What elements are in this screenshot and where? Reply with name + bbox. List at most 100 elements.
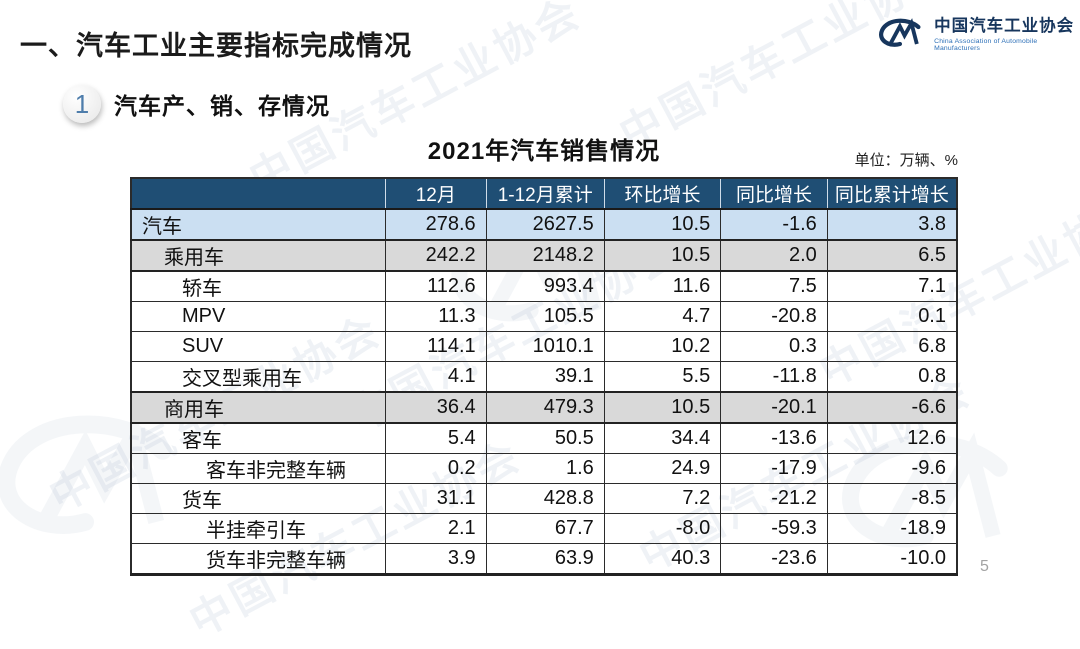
row-label: 汽车 [131,208,386,241]
table-cell: 2148.2 [485,239,605,272]
table-cell: 3.9 [384,543,487,575]
column-header: 12月 [384,178,487,210]
table-cell: 3.8 [826,208,957,241]
column-header: 环比增长 [603,178,721,210]
table-cell: 10.5 [603,239,721,272]
table-cell: -11.8 [720,361,828,393]
table-row: 客车非完整车辆 0.2 1.6 24.9 -17.9 -9.6 [131,453,957,484]
table-cell: 428.8 [485,483,605,514]
table-row: 半挂牵引车 2.1 67.7 -8.0 -59.3 -18.9 [131,513,957,544]
row-label: 货车非完整车辆 [131,543,386,575]
table-cell: 1.6 [485,453,605,484]
org-name-cn: 中国汽车工业协会 [934,17,1075,35]
table-cell: 31.1 [384,483,487,514]
caam-logo-icon [879,18,921,47]
org-name-en: China Association of Automobile Manufact… [934,37,1038,52]
row-label: 客车 [131,422,386,454]
table-cell: 24.9 [603,453,721,484]
table-cell: 479.3 [485,391,605,424]
table-cell: 993.4 [485,270,605,302]
table-cell: -10.0 [826,543,957,575]
table-cell: 105.5 [485,301,605,332]
table-cell: 10.5 [603,208,721,241]
table-row: 货车非完整车辆 3.9 63.9 40.3 -23.6 -10.0 [131,543,957,575]
table-cell: 5.5 [603,361,721,393]
table-cell: 0.1 [826,301,957,332]
table-cell: -17.9 [720,453,828,484]
row-label: 乘用车 [131,239,386,272]
table-cell: 2.0 [720,239,828,272]
table-cell: 242.2 [384,239,487,272]
column-header: 1-12月累计 [485,178,605,210]
page-number: 5 [980,558,989,575]
table-cell: 7.2 [603,483,721,514]
table-cell: -18.9 [826,513,957,544]
table-cell: 4.7 [603,301,721,332]
table-cell: 2627.5 [485,208,605,241]
table-row: MPV 11.3 105.5 4.7 -20.8 0.1 [131,301,957,332]
row-label: MPV [131,301,386,332]
table-cell: 112.6 [384,270,487,302]
row-label: 客车非完整车辆 [131,453,386,484]
table-row: SUV 114.1 1010.1 10.2 0.3 6.8 [131,331,957,362]
table-body: 汽车 278.6 2627.5 10.5 -1.6 3.8 乘用车 242.2 2148.2 10… [131,208,957,575]
table-cell: 10.5 [603,391,721,424]
table-cell: -23.6 [720,543,828,575]
table-cell: 6.8 [826,331,957,362]
table-cell: 0.3 [720,331,828,362]
table-row: 客车 5.4 50.5 34.4 -13.6 12.6 [131,422,957,454]
row-label: 货车 [131,483,386,514]
table-header-row: 12月 1-12月累计 环比增长 同比增长 同比累计增长 [131,178,957,210]
table-row: 轿车 112.6 993.4 11.6 7.5 7.1 [131,270,957,302]
table-cell: -21.2 [720,483,828,514]
table-cell: 5.4 [384,422,487,454]
org-logo: 中国汽车工业协会 China Association of Automobile… [876,13,1080,55]
table-cell: 2.1 [384,513,487,544]
column-header [131,178,386,210]
table-title: 2021年汽车销售情况 [427,138,661,165]
table-row: 商用车 36.4 479.3 10.5 -20.1 -6.6 [131,391,957,424]
table-cell: 114.1 [384,331,487,362]
sales-table-container: 12月 1-12月累计 环比增长 同比增长 同比累计增长 汽车 278.6 2627.5 10… [130,177,958,576]
table-cell: -6.6 [826,391,957,424]
table-row: 乘用车 242.2 2148.2 10.5 2.0 6.5 [131,239,957,272]
row-label: 半挂牵引车 [131,513,386,544]
table-cell: 67.7 [485,513,605,544]
table-cell: 39.1 [485,361,605,393]
table-cell: 11.6 [603,270,721,302]
row-label: 商用车 [131,391,386,424]
table-row: 汽车 278.6 2627.5 10.5 -1.6 3.8 [131,208,957,241]
table-cell: 11.3 [384,301,487,332]
table-cell: 7.5 [720,270,828,302]
table-cell: 1010.1 [485,331,605,362]
table-cell: -20.8 [720,301,828,332]
table-cell: -9.6 [826,453,957,484]
table-cell: 0.2 [384,453,487,484]
table-cell: 36.4 [384,391,487,424]
table-cell: -20.1 [720,391,828,424]
table-cell: 34.4 [603,422,721,454]
section-label: 汽车产、销、存情况 [114,93,330,119]
table-cell: 63.9 [485,543,605,575]
table-cell: 7.1 [826,270,957,302]
table-cell: 0.8 [826,361,957,393]
sales-table: 12月 1-12月累计 环比增长 同比增长 同比累计增长 汽车 278.6 2627.5 10… [130,177,958,576]
table-cell: 4.1 [384,361,487,393]
table-cell: -8.0 [603,513,721,544]
page-title: 一、汽车工业主要指标完成情况 [20,31,412,61]
table-cell: -59.3 [720,513,828,544]
row-label: 交叉型乘用车 [131,361,386,393]
column-header: 同比增长 [720,178,828,210]
column-header: 同比累计增长 [826,178,957,210]
table-cell: -1.6 [720,208,828,241]
section-number-badge: 1 [63,85,101,123]
table-cell: 6.5 [826,239,957,272]
table-cell: 278.6 [384,208,487,241]
table-cell: -8.5 [826,483,957,514]
table-row: 交叉型乘用车 4.1 39.1 5.5 -11.8 0.8 [131,361,957,393]
table-cell: 12.6 [826,422,957,454]
row-label: 轿车 [131,270,386,302]
section-header: 1 汽车产、销、存情况 [63,85,330,123]
table-row: 货车 31.1 428.8 7.2 -21.2 -8.5 [131,483,957,514]
table-cell: -13.6 [720,422,828,454]
